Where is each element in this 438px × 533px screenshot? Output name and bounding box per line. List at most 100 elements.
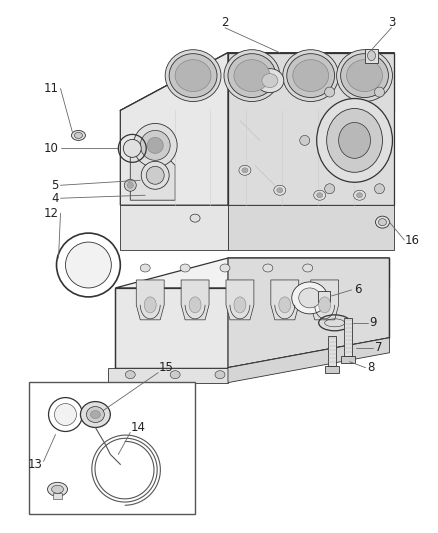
Bar <box>364 49 378 63</box>
Ellipse shape <box>283 50 339 101</box>
Ellipse shape <box>378 219 386 225</box>
Polygon shape <box>325 366 339 373</box>
Text: 14: 14 <box>130 421 145 434</box>
Ellipse shape <box>299 288 321 308</box>
Ellipse shape <box>86 407 104 423</box>
Ellipse shape <box>170 370 180 378</box>
Ellipse shape <box>292 282 328 314</box>
Polygon shape <box>120 53 228 205</box>
Ellipse shape <box>127 182 133 188</box>
Polygon shape <box>311 280 339 320</box>
Ellipse shape <box>346 60 382 92</box>
Ellipse shape <box>287 54 335 98</box>
Ellipse shape <box>317 193 323 198</box>
Ellipse shape <box>234 60 270 92</box>
Ellipse shape <box>190 214 200 222</box>
Text: 15: 15 <box>158 361 173 374</box>
Ellipse shape <box>133 124 177 167</box>
Ellipse shape <box>374 184 385 193</box>
Ellipse shape <box>303 264 313 272</box>
Bar <box>318 291 330 302</box>
Text: 16: 16 <box>404 233 420 247</box>
Polygon shape <box>341 356 355 362</box>
Ellipse shape <box>169 54 217 98</box>
Ellipse shape <box>353 190 366 200</box>
Bar <box>328 336 336 366</box>
Ellipse shape <box>234 297 246 313</box>
Text: 6: 6 <box>355 284 362 296</box>
Ellipse shape <box>337 50 392 101</box>
Ellipse shape <box>374 87 385 97</box>
Text: 7: 7 <box>374 341 382 354</box>
Bar <box>343 318 352 356</box>
Ellipse shape <box>242 168 248 173</box>
Polygon shape <box>108 368 228 383</box>
Ellipse shape <box>314 190 326 200</box>
Ellipse shape <box>71 131 85 140</box>
Ellipse shape <box>52 486 64 493</box>
Text: 13: 13 <box>28 458 42 471</box>
Ellipse shape <box>54 403 77 425</box>
Ellipse shape <box>263 264 273 272</box>
Ellipse shape <box>224 50 280 101</box>
Ellipse shape <box>274 185 286 195</box>
Ellipse shape <box>239 165 251 175</box>
Ellipse shape <box>140 264 150 272</box>
Bar <box>53 493 63 499</box>
Ellipse shape <box>175 60 211 92</box>
Ellipse shape <box>125 370 135 378</box>
Text: 4: 4 <box>51 192 59 205</box>
Ellipse shape <box>48 482 67 496</box>
Bar <box>28 382 195 514</box>
Text: 10: 10 <box>44 142 59 155</box>
Text: 12: 12 <box>43 207 59 220</box>
Ellipse shape <box>262 74 278 87</box>
Ellipse shape <box>341 54 389 98</box>
Ellipse shape <box>327 109 382 172</box>
Polygon shape <box>181 280 209 320</box>
Ellipse shape <box>215 370 225 378</box>
Ellipse shape <box>144 297 156 313</box>
Text: 2: 2 <box>221 17 229 29</box>
Ellipse shape <box>90 410 100 418</box>
Ellipse shape <box>375 216 389 228</box>
Ellipse shape <box>317 99 392 182</box>
Ellipse shape <box>325 87 335 97</box>
Polygon shape <box>115 288 228 368</box>
Text: 5: 5 <box>51 179 59 192</box>
Ellipse shape <box>74 132 82 139</box>
Ellipse shape <box>140 131 170 160</box>
Ellipse shape <box>220 264 230 272</box>
Ellipse shape <box>146 166 164 184</box>
Ellipse shape <box>357 193 363 198</box>
Polygon shape <box>115 258 389 288</box>
Ellipse shape <box>189 297 201 313</box>
Polygon shape <box>120 53 395 110</box>
Ellipse shape <box>279 297 291 313</box>
Ellipse shape <box>256 69 284 93</box>
Text: 8: 8 <box>367 361 375 374</box>
Polygon shape <box>271 280 299 320</box>
Polygon shape <box>228 258 389 368</box>
Polygon shape <box>130 155 175 200</box>
Ellipse shape <box>367 51 375 61</box>
Ellipse shape <box>277 188 283 193</box>
Ellipse shape <box>124 140 141 157</box>
Ellipse shape <box>228 54 276 98</box>
Ellipse shape <box>325 184 335 193</box>
Text: 9: 9 <box>370 316 377 329</box>
Ellipse shape <box>300 135 310 146</box>
Ellipse shape <box>319 297 331 313</box>
Text: 3: 3 <box>388 17 395 29</box>
Polygon shape <box>136 280 164 320</box>
Text: 11: 11 <box>43 82 59 95</box>
Ellipse shape <box>339 123 371 158</box>
Ellipse shape <box>81 401 110 427</box>
Polygon shape <box>120 205 228 250</box>
Polygon shape <box>226 280 254 320</box>
Ellipse shape <box>124 179 136 191</box>
Polygon shape <box>228 338 389 383</box>
Ellipse shape <box>165 50 221 101</box>
Ellipse shape <box>66 242 111 288</box>
Polygon shape <box>228 53 395 205</box>
